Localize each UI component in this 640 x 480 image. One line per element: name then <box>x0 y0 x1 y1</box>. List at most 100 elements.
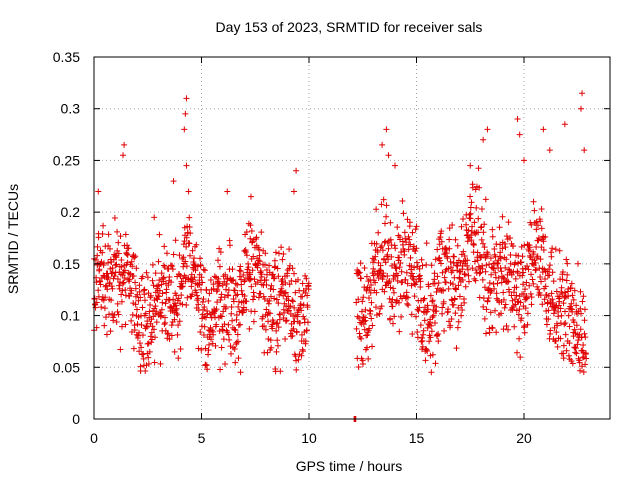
data-point <box>487 309 494 316</box>
data-point <box>101 322 108 329</box>
data-point <box>234 291 241 298</box>
data-point <box>268 282 275 289</box>
data-point <box>540 126 547 133</box>
axis-ticks: 0 0.05 0.1 0.15 0.2 0.25 0.3 0.35 0 5 10 15 20 <box>53 49 610 446</box>
data-point <box>105 231 112 238</box>
data-point <box>420 331 427 338</box>
data-point <box>138 344 145 351</box>
data-point <box>95 287 102 294</box>
data-point <box>573 302 580 309</box>
data-point <box>507 234 514 241</box>
data-point <box>247 193 254 200</box>
data-point <box>490 281 497 288</box>
data-point <box>432 256 439 263</box>
data-point <box>391 242 398 249</box>
data-point <box>359 361 366 368</box>
data-point <box>155 258 162 265</box>
data-point <box>159 299 166 306</box>
data-point <box>461 270 468 277</box>
data-point <box>363 273 370 280</box>
data-point <box>421 317 428 324</box>
data-point <box>481 244 488 251</box>
data-point <box>528 294 535 301</box>
data-point <box>524 321 531 328</box>
data-point <box>274 342 281 349</box>
data-point <box>118 257 125 264</box>
data-point <box>230 276 237 283</box>
y-tick-label: 0.2 <box>61 204 81 220</box>
plot-frame <box>93 56 611 420</box>
data-point <box>565 352 572 359</box>
data-point <box>165 331 172 338</box>
data-point <box>250 253 257 260</box>
data-point <box>258 273 265 280</box>
data-point <box>201 267 208 274</box>
data-point <box>442 279 449 286</box>
data-point <box>232 327 239 334</box>
data-point <box>498 310 505 317</box>
data-point <box>468 199 475 206</box>
data-point <box>215 283 222 290</box>
data-point <box>368 299 375 306</box>
data-point <box>114 275 121 282</box>
data-point <box>180 254 187 261</box>
data-point <box>500 274 507 281</box>
data-point <box>191 255 198 262</box>
data-point <box>361 318 368 325</box>
data-point <box>177 346 184 353</box>
data-point <box>98 304 105 311</box>
data-point <box>509 297 516 304</box>
data-point <box>250 296 257 303</box>
data-point <box>423 261 430 268</box>
data-point <box>384 273 391 280</box>
data-point <box>213 306 220 313</box>
data-point <box>132 285 139 292</box>
data-point <box>132 253 139 260</box>
data-point <box>147 301 154 308</box>
data-point <box>366 286 373 293</box>
data-point <box>434 273 441 280</box>
data-point <box>231 287 238 294</box>
data-point <box>399 198 406 205</box>
data-point <box>241 293 248 300</box>
data-point <box>389 303 396 310</box>
data-point <box>392 245 399 252</box>
data-point <box>197 286 204 293</box>
data-point <box>475 215 482 222</box>
data-point <box>115 311 122 318</box>
data-point <box>496 224 503 231</box>
data-point <box>119 287 126 294</box>
data-point <box>398 313 405 320</box>
data-point <box>537 256 544 263</box>
data-point <box>365 355 372 362</box>
data-point <box>265 309 272 316</box>
data-point <box>451 295 458 302</box>
data-point <box>438 228 445 235</box>
data-point <box>151 334 158 341</box>
data-point <box>176 252 183 259</box>
data-point <box>111 273 118 280</box>
data-point <box>197 262 204 269</box>
data-point <box>511 323 518 330</box>
data-point <box>522 305 529 312</box>
data-point <box>546 262 553 269</box>
data-point <box>195 301 202 308</box>
data-point <box>527 290 534 297</box>
data-point <box>159 290 166 297</box>
data-point <box>483 306 490 313</box>
data-point <box>501 240 508 247</box>
data-point <box>262 250 269 257</box>
data-point <box>121 267 128 274</box>
data-point <box>474 257 481 264</box>
data-point <box>305 280 312 287</box>
data-point <box>387 219 394 226</box>
data-point <box>563 347 570 354</box>
data-point <box>179 283 186 290</box>
data-point <box>441 274 448 281</box>
data-point <box>270 286 277 293</box>
data-point <box>210 285 217 292</box>
data-point <box>170 296 177 303</box>
data-point <box>520 281 527 288</box>
data-point <box>175 295 182 302</box>
data-point <box>364 344 371 351</box>
